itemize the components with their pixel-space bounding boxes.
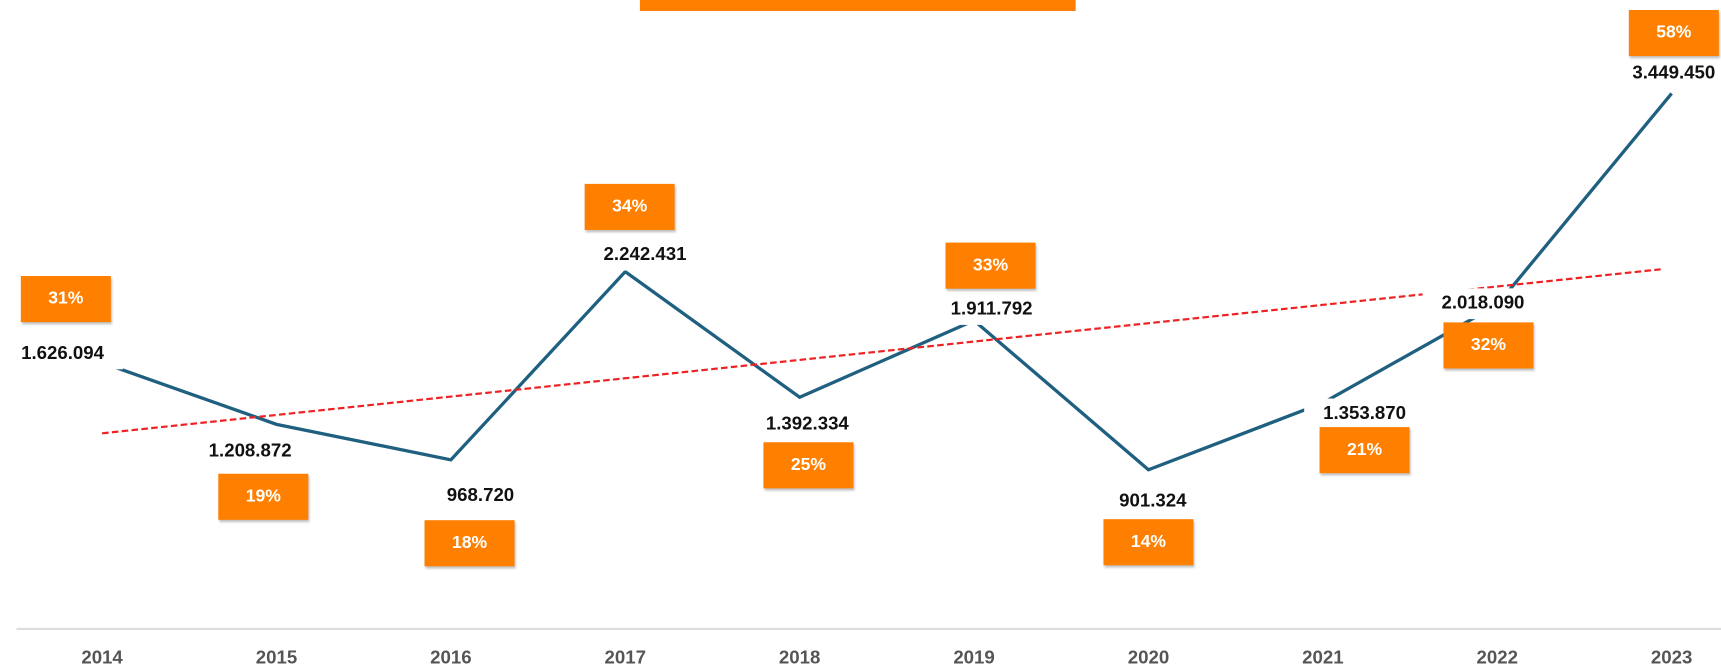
label-bg [2,338,123,370]
percent-label: 31% [48,288,84,308]
percent-label: 18% [452,532,488,552]
trend-line [101,268,1661,435]
x-tick-label: 2018 [779,646,820,667]
x-tick-label: 2016 [430,646,471,667]
x-tick-label: 2020 [1128,646,1169,667]
value-label: 2.242.431 [604,243,687,264]
value-label: 968.720 [447,484,514,505]
data-line [101,92,1673,472]
x-tick-label: 2017 [605,646,646,667]
label-bg [931,294,1052,325]
percent-box [1103,519,1194,566]
x-tick-label: 2014 [81,646,123,667]
percent-box [424,520,515,567]
label-bg [1422,288,1544,320]
percent-label: 32% [1471,334,1507,354]
x-tick-label: 2021 [1302,646,1343,667]
percent-label: 25% [791,454,827,474]
percent-label: 19% [246,485,282,505]
percent-box [20,276,111,323]
percent-label: 14% [1131,531,1167,551]
value-label: 901.324 [1119,490,1187,511]
title-box [639,0,1076,11]
percent-box [218,473,309,520]
percent-box [1319,427,1410,474]
value-label: 1.353.870 [1323,402,1406,423]
label-bg [584,239,706,271]
percent-label: 21% [1347,439,1383,459]
percent-box [584,183,675,230]
label-bg [1613,58,1721,90]
value-label: 1.626.094 [21,342,105,363]
percent-label: 34% [612,196,648,216]
x-tick-label: 2023 [1651,646,1692,667]
label-bg [1304,398,1425,430]
percent-box [763,442,854,489]
value-label: 1.208.872 [209,440,292,461]
label-bg [189,436,311,468]
percent-box [1628,9,1719,57]
percent-label: 33% [973,254,1009,274]
value-label: 1.392.334 [766,413,850,434]
x-tick-label: 2022 [1477,646,1518,667]
label-bg [420,480,541,512]
label-bg [1092,486,1214,517]
x-tick-label: 2019 [953,646,994,667]
label-bg [746,409,868,441]
percent-box [1443,322,1534,369]
percent-box [945,242,1036,289]
x-tick-label: 2015 [256,646,297,667]
value-label: 1.911.792 [951,297,1033,318]
value-label: 2.018.090 [1442,292,1525,313]
percent-label: 58% [1656,22,1692,42]
value-label: 3.449.450 [1632,62,1715,83]
